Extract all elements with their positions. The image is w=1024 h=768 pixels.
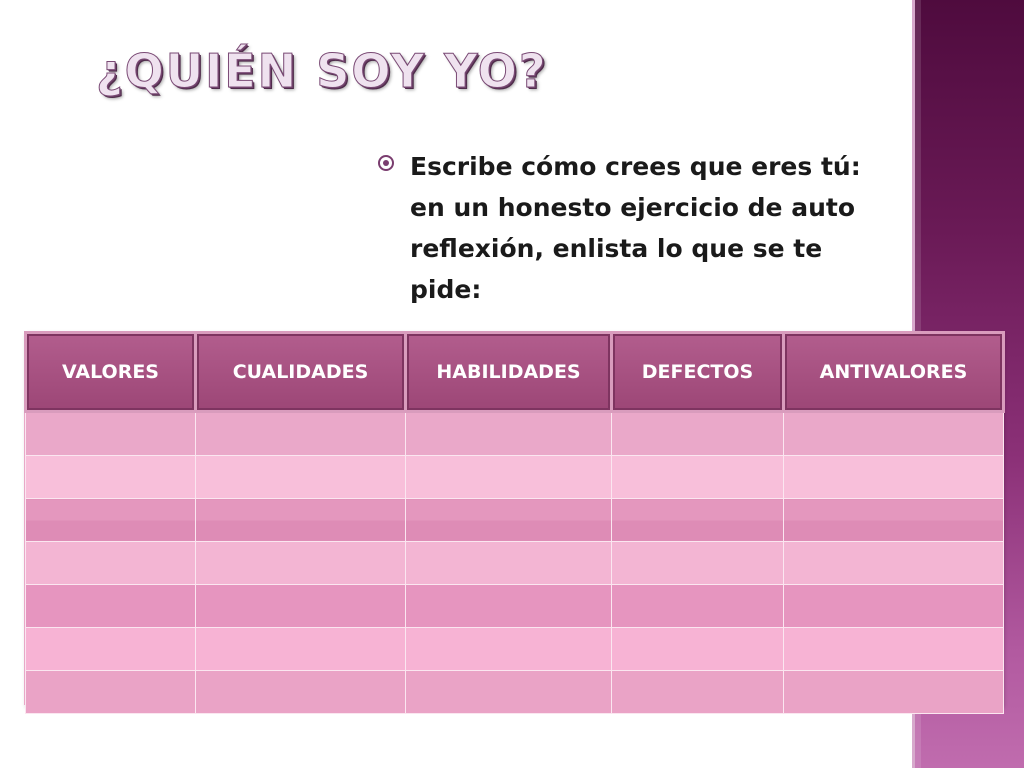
table-cell[interactable] [783,541,1004,585]
table-cell[interactable] [195,670,406,714]
table-row [25,455,1004,499]
table-cell[interactable] [783,455,1004,499]
table-cell[interactable] [783,584,1004,628]
table-cell[interactable] [405,541,612,585]
table-cell[interactable] [611,541,784,585]
table-cell[interactable] [25,411,196,456]
table-cell[interactable] [783,498,1004,542]
table-cell[interactable] [611,584,784,628]
table-row [25,670,1004,714]
table-cell[interactable] [611,670,784,714]
table-grid: VALORES CUALIDADES HABILIDADES DEFECTOS … [24,331,1005,714]
bullet-text: Escribe cómo crees que eres tú: en un ho… [410,152,861,304]
header-valores: VALORES [24,331,197,413]
table-cell[interactable] [25,455,196,499]
table-cell[interactable] [611,498,784,542]
table-cell[interactable] [405,584,612,628]
bullet-point: Escribe cómo crees que eres tú: en un ho… [378,146,878,310]
header-habilidades: HABILIDADES [404,331,613,413]
slide-title: ¿QUIÉN SOY YO? [96,44,548,99]
table-cell[interactable] [195,541,406,585]
header-antivalores: ANTIVALORES [782,331,1005,413]
table-cell[interactable] [405,455,612,499]
table-cell[interactable] [611,455,784,499]
table-cell[interactable] [25,541,196,585]
table-cell[interactable] [195,411,406,456]
table-cell[interactable] [25,584,196,628]
table-cell[interactable] [611,627,784,671]
table-cell[interactable] [195,584,406,628]
radio-bullet-icon [378,155,394,171]
table-cell[interactable] [25,627,196,671]
table-row [25,627,1004,671]
table-cell[interactable] [783,411,1004,456]
table-row [25,584,1004,628]
table-cell[interactable] [783,670,1004,714]
table-cell[interactable] [25,670,196,714]
table-cell[interactable] [195,627,406,671]
table-cell[interactable] [405,670,612,714]
self-reflection-table: VALORES CUALIDADES HABILIDADES DEFECTOS … [24,331,1005,714]
table-cell[interactable] [611,411,784,456]
table-cell[interactable] [25,498,196,542]
table-row [25,541,1004,585]
table-row [25,498,1004,542]
table-cell[interactable] [195,455,406,499]
table-row [25,411,1004,456]
table-cell[interactable] [405,627,612,671]
table-cell[interactable] [405,411,612,456]
header-cualidades: CUALIDADES [194,331,407,413]
table-cell[interactable] [195,498,406,542]
table-cell[interactable] [405,498,612,542]
table-cell[interactable] [783,627,1004,671]
header-defectos: DEFECTOS [610,331,785,413]
table-header-row: VALORES CUALIDADES HABILIDADES DEFECTOS … [24,331,1005,413]
